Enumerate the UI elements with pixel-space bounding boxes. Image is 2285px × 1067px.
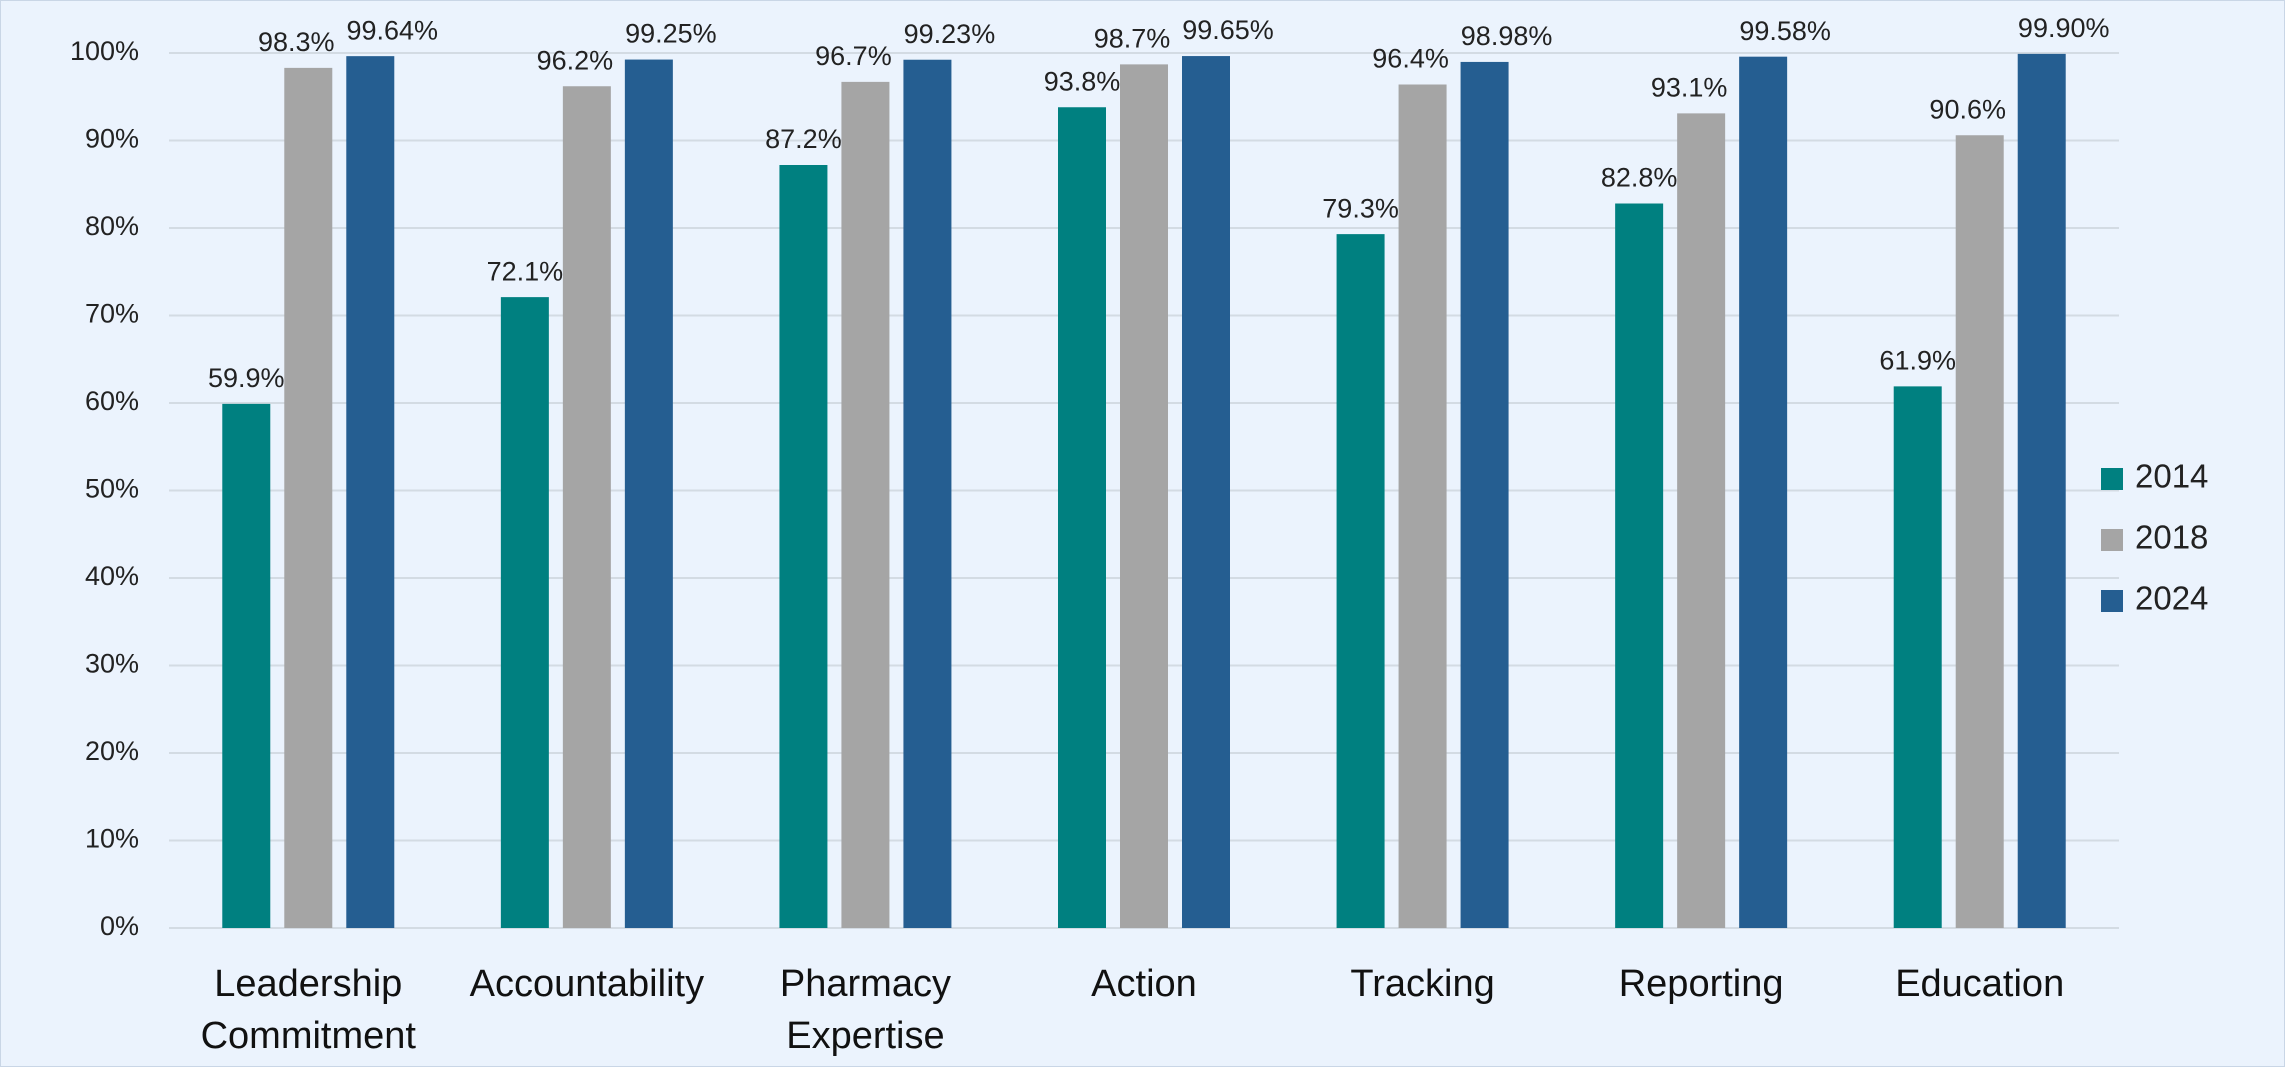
data-label: 99.58% xyxy=(1739,16,1831,46)
bar xyxy=(346,56,395,928)
y-tick-label: 20% xyxy=(85,736,139,766)
y-tick-label: 100% xyxy=(70,36,139,66)
data-label: 93.8% xyxy=(1044,66,1121,96)
x-tick-label: Pharmacy Expertise xyxy=(779,963,951,1057)
bar xyxy=(2017,53,2066,928)
y-tick-label: 80% xyxy=(85,211,139,241)
data-label: 98.3% xyxy=(258,27,335,57)
x-tick-label: Action xyxy=(1091,963,1197,1005)
bar xyxy=(1398,84,1447,928)
bar xyxy=(624,59,673,928)
y-tick-label: 0% xyxy=(100,911,139,941)
data-label: 96.2% xyxy=(537,45,614,75)
bar xyxy=(1739,56,1788,929)
data-label: 79.3% xyxy=(1322,193,1399,223)
legend-swatch xyxy=(2101,468,2123,490)
bar xyxy=(779,165,828,928)
data-label: 96.4% xyxy=(1372,44,1449,74)
data-label: 87.2% xyxy=(765,124,842,154)
data-label: 72.1% xyxy=(487,256,564,286)
x-tick-label: Reporting xyxy=(1618,963,1784,1005)
data-label: 82.8% xyxy=(1601,163,1678,193)
bar xyxy=(1182,56,1230,928)
x-tick-label: Accountability xyxy=(469,963,705,1005)
bar xyxy=(222,403,271,928)
bar xyxy=(1058,107,1106,928)
data-label: 99.65% xyxy=(1182,15,1274,45)
bar xyxy=(903,59,952,929)
data-label: 99.90% xyxy=(2018,13,2110,43)
data-label: 90.6% xyxy=(1929,94,2006,124)
data-label: 98.98% xyxy=(1461,21,1553,51)
data-label: 93.1% xyxy=(1651,73,1728,103)
data-label: 99.25% xyxy=(625,19,717,49)
x-tick-label: Tracking xyxy=(1350,963,1495,1005)
data-label: 99.23% xyxy=(904,19,996,49)
legend-label: 2018 xyxy=(2135,519,2208,556)
y-tick-label: 10% xyxy=(85,824,139,854)
x-tick-label: Education xyxy=(1895,963,2065,1005)
y-tick-label: 50% xyxy=(85,474,139,504)
legend-label: 2014 xyxy=(2135,458,2208,495)
y-tick-label: 40% xyxy=(85,561,139,591)
bar xyxy=(500,297,549,928)
data-label: 59.9% xyxy=(208,363,285,393)
bar xyxy=(1677,113,1726,928)
data-label: 98.7% xyxy=(1094,24,1171,54)
bar xyxy=(1120,64,1168,928)
bar xyxy=(1460,61,1509,929)
bar xyxy=(284,67,333,928)
bar xyxy=(562,86,611,928)
bar xyxy=(1615,203,1664,928)
y-tick-label: 30% xyxy=(85,649,139,679)
y-tick-label: 70% xyxy=(85,299,139,329)
y-tick-label: 90% xyxy=(85,124,139,154)
bar xyxy=(1955,135,2004,928)
y-tick-label: 60% xyxy=(85,386,139,416)
legend-swatch xyxy=(2101,529,2123,551)
data-label: 99.64% xyxy=(346,15,438,45)
legend-swatch xyxy=(2101,590,2123,612)
bar xyxy=(1893,386,1942,928)
legend-label: 2024 xyxy=(2135,580,2208,617)
data-label: 61.9% xyxy=(1879,346,1956,376)
bar xyxy=(841,81,890,928)
data-label: 96.7% xyxy=(815,41,892,71)
x-tick-label: Leadership Commitment xyxy=(200,963,416,1057)
bar xyxy=(1336,234,1385,928)
